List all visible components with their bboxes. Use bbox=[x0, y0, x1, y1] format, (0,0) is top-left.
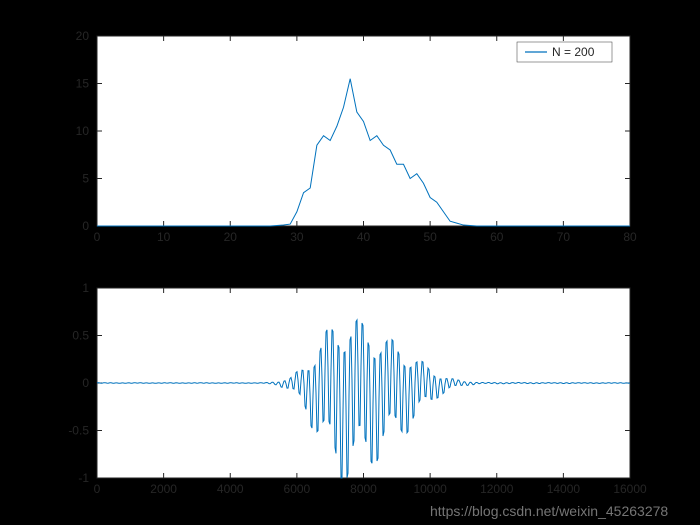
bottom-chart-ytick-label: 0 bbox=[82, 376, 89, 390]
bottom-chart-xtick-label: 2000 bbox=[150, 482, 177, 496]
bottom-chart-xtick-label: 14000 bbox=[547, 482, 581, 496]
top-chart-ytick-label: 15 bbox=[76, 77, 90, 91]
top-chart-ytick-label: 5 bbox=[82, 172, 89, 186]
top-chart-xtick-label: 30 bbox=[290, 230, 304, 244]
top-chart-xtick-label: 10 bbox=[157, 230, 171, 244]
bottom-chart-xtick-label: 0 bbox=[94, 482, 101, 496]
top-chart-xtick-label: 0 bbox=[94, 230, 101, 244]
top-chart-xtick-label: 70 bbox=[557, 230, 571, 244]
bottom-chart-ylabel: 幅度 bbox=[43, 370, 58, 396]
top-chart-xtick-label: 20 bbox=[224, 230, 238, 244]
bottom-chart-xtick-label: 6000 bbox=[284, 482, 311, 496]
top-chart-xtick-label: 60 bbox=[490, 230, 504, 244]
top-chart-xlabel: 帧数 bbox=[350, 248, 376, 263]
top-chart-ytick-label: 10 bbox=[76, 124, 90, 138]
bottom-chart-xlabel: 频率 bbox=[350, 500, 376, 515]
bottom-chart-ytick-label: -1 bbox=[78, 471, 89, 485]
top-chart-xtick-label: 50 bbox=[423, 230, 437, 244]
top-chart-xtick-label: 40 bbox=[357, 230, 371, 244]
bottom-chart-xtick-label: 16000 bbox=[613, 482, 647, 496]
bottom-chart-xtick-label: 4000 bbox=[217, 482, 244, 496]
top-chart-ytick-label: 20 bbox=[76, 29, 90, 43]
bottom-chart-xtick-label: 10000 bbox=[413, 482, 447, 496]
bottom-chart-xtick-label: 12000 bbox=[480, 482, 514, 496]
top-chart-xtick-label: 80 bbox=[623, 230, 637, 244]
top-chart-axes-box bbox=[97, 36, 630, 226]
figure-svg: 0102030405060708005101520帧数短时能量N = 20002… bbox=[0, 0, 700, 525]
bottom-chart-ytick-label: 1 bbox=[82, 281, 89, 295]
top-chart-ytick-label: 0 bbox=[82, 219, 89, 233]
bottom-chart-ytick-label: 0.5 bbox=[72, 329, 89, 343]
legend-label: N = 200 bbox=[552, 45, 595, 59]
bottom-chart-xtick-label: 8000 bbox=[350, 482, 377, 496]
top-chart-ylabel: 短时能量 bbox=[43, 105, 58, 157]
bottom-chart-ytick-label: -0.5 bbox=[68, 424, 89, 438]
